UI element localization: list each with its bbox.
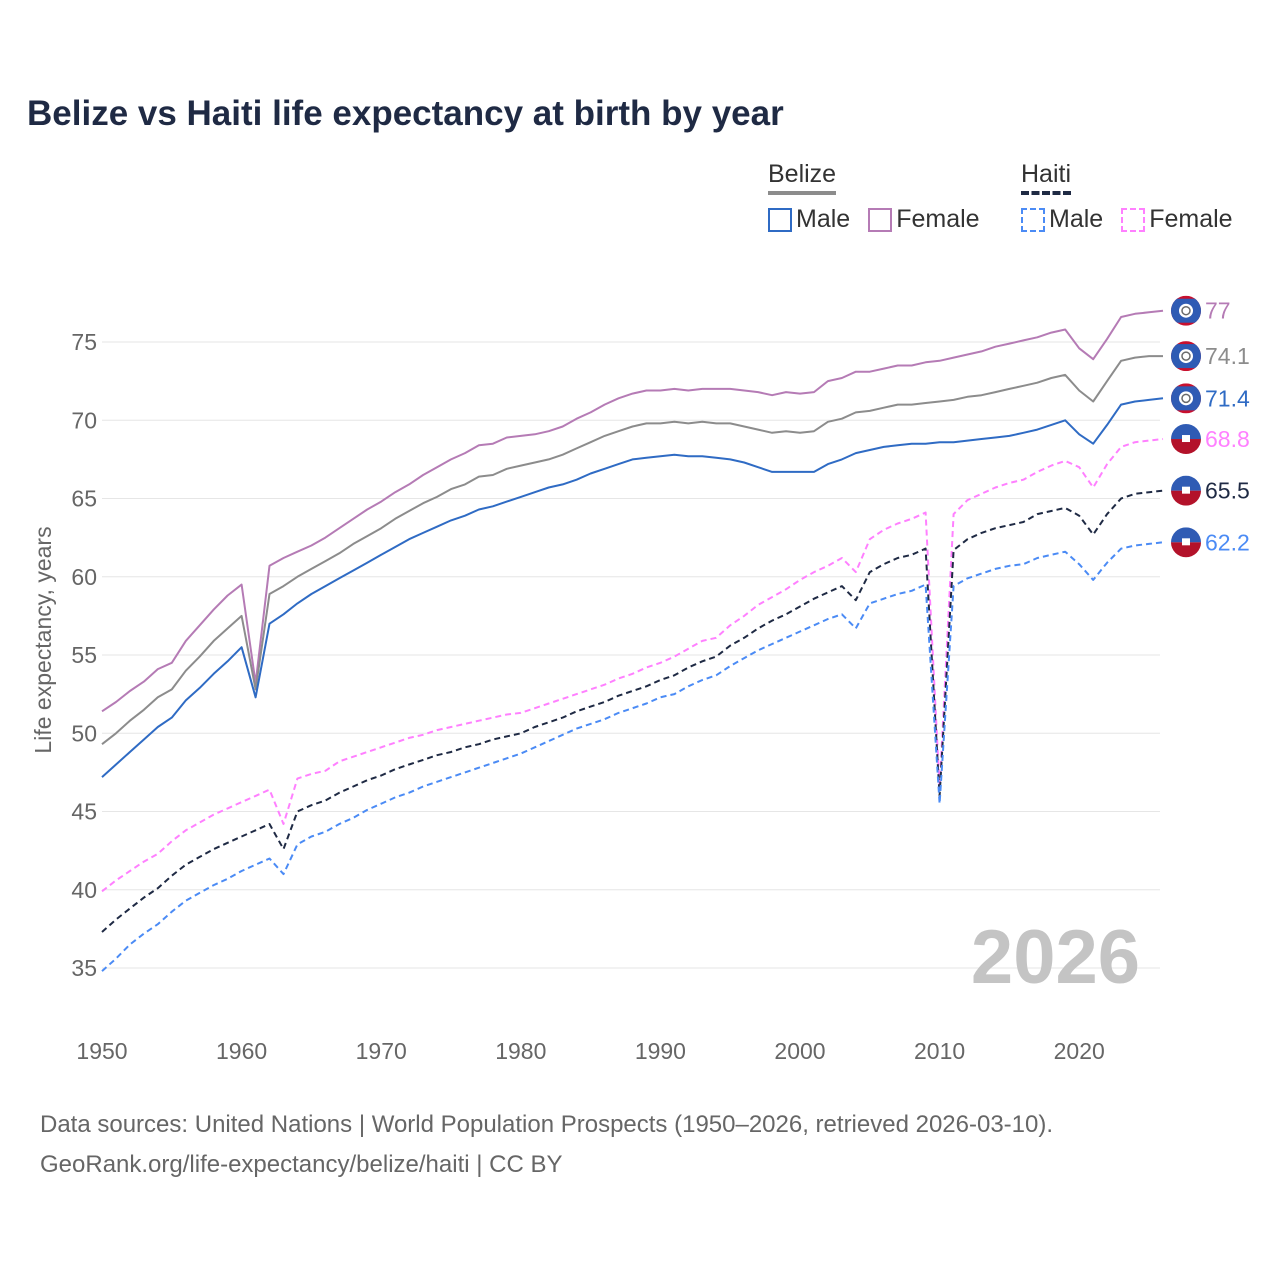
year-watermark: 2026 [971,915,1140,1000]
y-tick-label: 40 [71,877,97,903]
legend-belize-female[interactable]: Female [868,205,980,234]
legend-haiti: Haiti Male Female [1021,160,1233,234]
legend-swatch [1021,207,1045,232]
legend-belize: Belize Male Female [768,160,980,234]
legend-belize-title: Belize [768,160,837,195]
legend-swatch [868,207,893,232]
y-axis-label: Life expectancy, years [30,526,56,753]
source-line-1: Data sources: United Nations | World Pop… [40,1111,1054,1138]
y-tick-label: 75 [71,329,97,355]
source-note: Data sources: United Nations | World Pop… [40,1105,1053,1185]
series-line-haiti-female[interactable] [101,438,1164,893]
y-tick-label: 70 [71,407,97,433]
end-value-label: 68.8 [1205,426,1250,452]
x-tick-label: 1950 [76,1038,127,1064]
x-tick-label: 2020 [1054,1038,1105,1064]
y-tick-label: 45 [71,799,97,825]
series-line-haiti[interactable] [101,489,1164,933]
belize-flag-icon [1171,341,1201,372]
y-tick-label: 50 [71,720,97,746]
end-value-label: 71.4 [1205,385,1250,411]
gridlines: 35 40 45 50 55 60 65 70 75 1950 1960 1970 1980 1990 20… [71,329,1160,1064]
belize-flag-icon [1171,295,1201,326]
legend-label: Female [1149,205,1233,233]
x-tick-label: 1990 [635,1038,686,1064]
legend-haiti-title: Haiti [1021,160,1072,195]
series-line-haiti-male[interactable] [101,541,1164,972]
legend-swatch [768,207,792,232]
haiti-flag-icon [1171,527,1201,558]
belize-flag-icon [1171,383,1201,414]
haiti-flag-icon [1171,424,1201,455]
y-tick-label: 65 [71,486,97,512]
series-line-belize-male[interactable] [101,397,1164,778]
x-tick-label: 1960 [216,1038,267,1064]
legend-haiti-male[interactable]: Male [1021,205,1103,234]
series-lines [101,309,1164,972]
source-line-2[interactable]: GeoRank.org/life-expectancy/belize/haiti… [40,1151,563,1178]
y-tick-label: 55 [71,642,97,668]
legend-haiti-female[interactable]: Female [1121,205,1233,234]
end-labels: 77 74.1 71.4 68.8 65.5 62.2 [1171,295,1250,558]
x-tick-label: 2000 [774,1038,825,1064]
end-value-label: 62.2 [1205,529,1250,555]
end-value-label: 74.1 [1205,343,1250,369]
x-tick-label: 2010 [914,1038,965,1064]
series-line-belize[interactable] [101,355,1163,745]
legend-label: Male [1049,205,1104,233]
chart-title: Belize vs Haiti life expectancy at birth… [27,94,784,133]
haiti-flag-icon [1171,475,1201,506]
legend-belize-male[interactable]: Male [768,205,850,234]
legend-label: Female [896,205,980,233]
x-tick-label: 1970 [356,1038,407,1064]
end-value-label: 65.5 [1205,478,1250,504]
legend-label: Male [796,205,851,233]
y-tick-label: 35 [71,955,97,981]
series-line-belize-female[interactable] [101,309,1164,713]
end-value-label: 77 [1205,298,1231,324]
x-tick-label: 1980 [495,1038,546,1064]
legend-swatch [1121,207,1146,232]
y-tick-label: 60 [71,564,97,590]
